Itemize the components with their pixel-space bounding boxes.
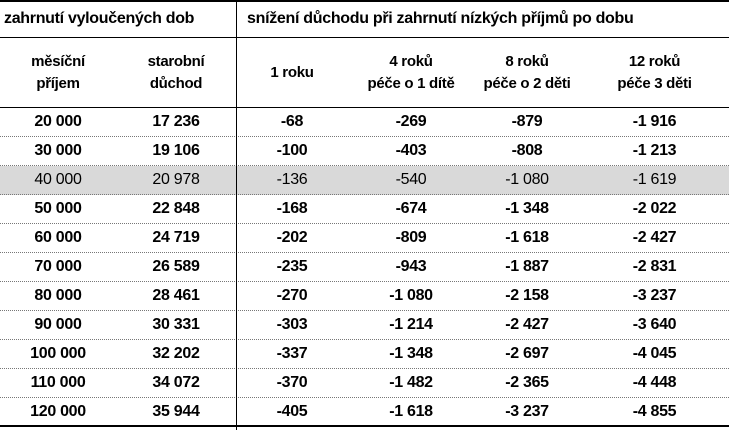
column-header-text: 12 roků [628,52,681,70]
cell-reduction-4-years: -1 214 [389,316,433,333]
table-row: 50 000 22 848 -168 -674 -1 348 -2 022 [0,195,729,224]
cell-reduction-1-year: -303 [276,316,308,333]
table-row: 40 000 20 978 -136 -540 -1 080 -1 619 [0,166,729,195]
cell-reduction-1-year: -337 [276,345,308,362]
table-row: 20 000 17 236 -68 -269 -879 -1 916 [0,108,729,137]
column-header-text: péče o 1 dítě [367,74,455,92]
cell-monthly-income: 90 000 [34,316,82,333]
cell-reduction-12-years: -4 448 [632,374,677,391]
cell-reduction-1-year: -100 [276,142,308,159]
cell-reduction-4-years: -943 [395,258,427,275]
cell-reduction-8-years: -808 [511,142,543,159]
cell-reduction-8-years: -1 887 [505,258,549,275]
table-row: 110 000 34 072 -370 -1 482 -2 365 -4 448 [0,369,729,398]
cell-monthly-income: 110 000 [30,374,86,391]
column-header-text: důchod [149,74,203,92]
table-row: 100 000 32 202 -337 -1 348 -2 697 -4 045 [0,340,729,369]
cell-reduction-8-years: -2 697 [505,345,549,362]
cell-monthly-income: 120 000 [30,403,86,420]
cell-reduction-12-years: -1 916 [632,113,677,130]
column-header-reduction-4-years: 4 roků péče o 1 dítě [348,38,474,107]
column-header-reduction-8-years: 8 roků péče o 2 děti [474,38,580,107]
cell-reduction-8-years: -1 080 [505,171,549,188]
group-header-row: zahrnutí vyloučených dob snížení důchodu… [0,0,729,38]
column-header-text: 1 roku [270,63,314,81]
cell-reduction-8-years: -3 237 [505,403,549,420]
cell-reduction-12-years: -3 237 [632,287,677,304]
cell-monthly-income: 60 000 [34,229,82,246]
table-row: 70 000 26 589 -235 -943 -1 887 -2 831 [0,253,729,282]
cell-old-age-pension: 35 944 [152,403,200,420]
cell-reduction-1-year: -270 [276,287,308,304]
cell-reduction-4-years: -1 348 [389,345,433,362]
cell-monthly-income: 70 000 [34,258,82,275]
cell-reduction-12-years: -2 427 [632,229,677,246]
cell-reduction-12-years: -2 831 [632,258,677,275]
column-header-text: péče 3 děti [617,74,692,92]
cell-old-age-pension: 22 848 [152,200,200,217]
column-header-text: 4 roků [389,52,433,70]
table-row: 80 000 28 461 -270 -1 080 -2 158 -3 237 [0,282,729,311]
cell-monthly-income: 20 000 [34,113,82,130]
column-header-text: 8 roků [505,52,549,70]
column-header-text: starobní [147,52,205,70]
cell-monthly-income: 100 000 [30,345,86,362]
cell-reduction-1-year: -202 [276,229,308,246]
cell-reduction-1-year: -68 [280,113,304,130]
column-divider [236,0,237,430]
cell-reduction-12-years: -4 855 [632,403,677,420]
cell-reduction-12-years: -1 213 [632,142,677,159]
table-row: 120 000 35 944 -405 -1 618 -3 237 -4 855 [0,398,729,427]
cell-reduction-12-years: -2 022 [632,200,677,217]
cell-reduction-4-years: -1 618 [389,403,433,420]
cell-reduction-12-years: -3 640 [632,316,677,333]
cell-reduction-8-years: -2 158 [505,287,549,304]
column-header-row: měsíční příjem starobní důchod 1 roku 4 roků p… [0,38,729,108]
cell-old-age-pension: 26 589 [152,258,200,275]
cell-reduction-12-years: -4 045 [632,345,677,362]
column-header-text: příjem [36,74,80,92]
cell-reduction-4-years: -1 482 [389,374,433,391]
column-header-reduction-1-year: 1 roku [236,38,348,107]
cell-reduction-8-years: -1 618 [505,229,549,246]
cell-reduction-8-years: -879 [511,113,543,130]
cell-reduction-1-year: -405 [276,403,308,420]
cell-reduction-4-years: -809 [395,229,427,246]
cell-reduction-1-year: -136 [276,171,308,188]
cell-monthly-income: 40 000 [34,171,82,188]
cell-old-age-pension: 20 978 [152,171,200,188]
column-header-text: měsíční [31,52,85,70]
cell-monthly-income: 30 000 [34,142,82,159]
cell-reduction-4-years: -540 [395,171,427,188]
cell-reduction-1-year: -235 [276,258,308,275]
table-row: 60 000 24 719 -202 -809 -1 618 -2 427 [0,224,729,253]
cell-reduction-1-year: -370 [276,374,308,391]
group-header-pension-reduction: snížení důchodu při zahrnutí nízkých pří… [247,10,634,27]
table-row: 90 000 30 331 -303 -1 214 -2 427 -3 640 [0,311,729,340]
cell-reduction-12-years: -1 619 [632,171,677,188]
cell-old-age-pension: 19 106 [152,142,200,159]
cell-reduction-4-years: -1 080 [389,287,433,304]
cell-reduction-8-years: -2 427 [505,316,549,333]
cell-monthly-income: 80 000 [34,287,82,304]
column-header-monthly-income: měsíční příjem [0,38,116,107]
cell-old-age-pension: 30 331 [152,316,200,333]
column-header-reduction-12-years: 12 roků péče 3 děti [580,38,729,107]
cell-reduction-8-years: -2 365 [505,374,549,391]
cell-old-age-pension: 34 072 [152,374,200,391]
cell-old-age-pension: 28 461 [152,287,200,304]
cell-monthly-income: 50 000 [34,200,82,217]
cell-reduction-4-years: -674 [395,200,427,217]
cell-old-age-pension: 32 202 [152,345,200,362]
column-header-old-age-pension: starobní důchod [116,38,236,107]
table-row: 30 000 19 106 -100 -403 -808 -1 213 [0,137,729,166]
cell-reduction-4-years: -269 [395,113,427,130]
cell-reduction-8-years: -1 348 [505,200,549,217]
column-header-text: péče o 2 děti [483,74,571,92]
group-header-excluded-periods: zahrnutí vyloučených dob [4,10,195,27]
cell-reduction-1-year: -168 [276,200,308,217]
cell-old-age-pension: 17 236 [152,113,200,130]
cell-reduction-4-years: -403 [395,142,427,159]
cell-old-age-pension: 24 719 [152,229,200,246]
